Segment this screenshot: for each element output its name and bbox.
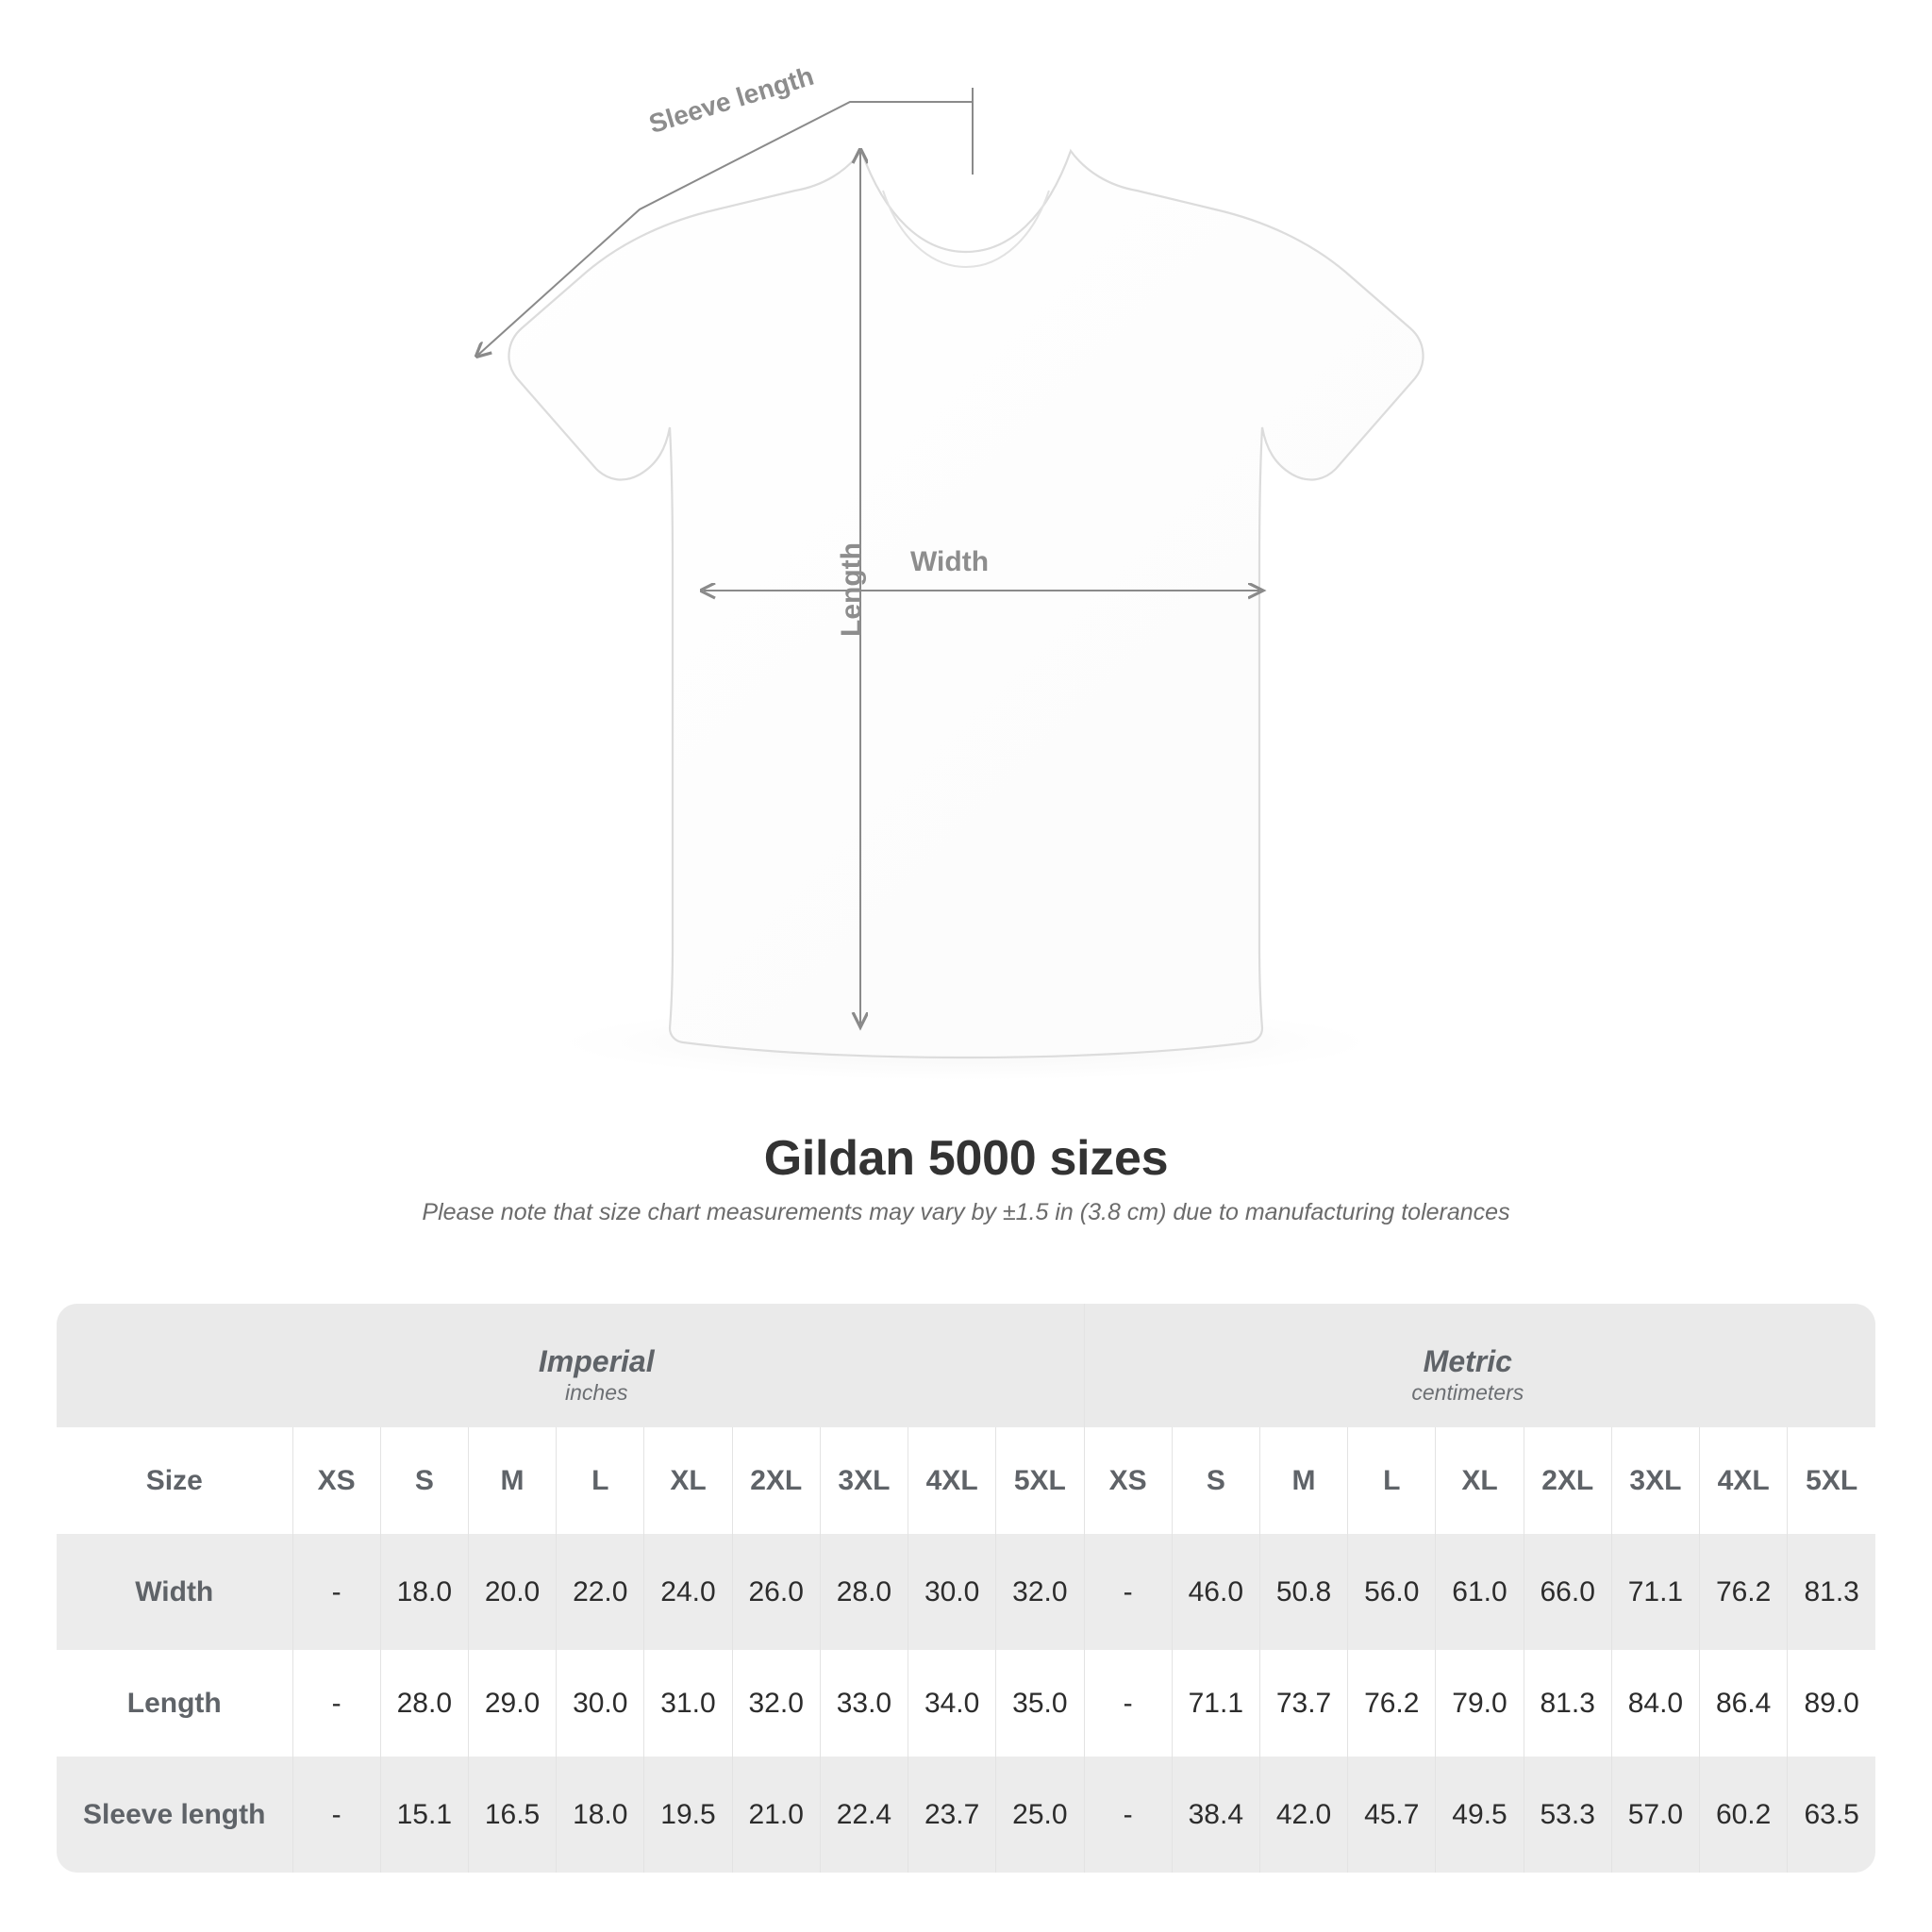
svg-text:Width: Width <box>910 546 989 577</box>
svg-text:Length: Length <box>836 542 867 637</box>
svg-text:Sleeve length: Sleeve length <box>645 61 817 139</box>
